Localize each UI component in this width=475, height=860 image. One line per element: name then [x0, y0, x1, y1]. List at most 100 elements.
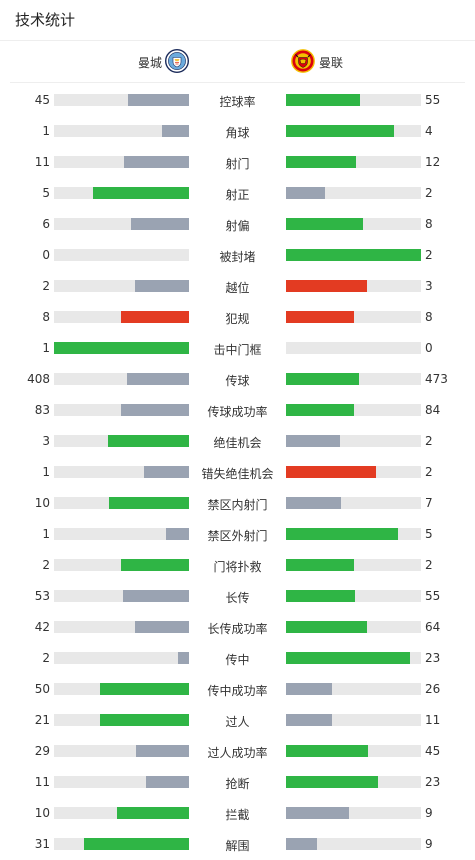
- stat-label: 禁区外射门: [207, 529, 268, 543]
- away-stat-bar: [286, 714, 421, 726]
- away-stat-value: 8: [425, 217, 433, 231]
- home-stat-bar-fill: [100, 714, 189, 726]
- away-stat-value: 2: [425, 434, 433, 448]
- away-stat-bar-fill: [286, 466, 376, 478]
- away-stat-value: 7: [425, 496, 433, 510]
- man-city-crest-icon: [164, 48, 190, 74]
- away-stat-bar-fill: [286, 187, 325, 199]
- home-stat-bar-fill: [121, 311, 189, 323]
- home-stat-bar: [54, 683, 189, 695]
- stat-row: 10 禁区内射门 7: [0, 488, 475, 519]
- man-united-crest-icon: [291, 49, 315, 73]
- home-stat-bar: [54, 311, 189, 323]
- home-stat-bar: [54, 373, 189, 385]
- stat-row: 408 传球 473: [0, 364, 475, 395]
- away-stat-bar-fill: [286, 94, 360, 106]
- home-stat-value: 2: [42, 651, 50, 665]
- home-stat-bar: [54, 776, 189, 788]
- away-stat-bar-fill: [286, 776, 378, 788]
- stat-row: 3 绝佳机会 2: [0, 426, 475, 457]
- stat-row: 29 过人成功率 45: [0, 736, 475, 767]
- away-stat-value: 23: [425, 651, 441, 665]
- stat-label: 击中门框: [213, 343, 262, 357]
- away-stat-value: 2: [425, 465, 433, 479]
- home-stat-value: 11: [34, 155, 50, 169]
- home-stat-bar: [54, 249, 189, 261]
- away-stat-value: 23: [425, 775, 441, 789]
- home-stat-bar: [54, 435, 189, 447]
- away-stat-bar-fill: [286, 714, 332, 726]
- stat-row: 10 拦截 9: [0, 798, 475, 829]
- stat-row: 1 禁区外射门 5: [0, 519, 475, 550]
- home-stat-bar-fill: [54, 342, 189, 354]
- away-stat-bar: [286, 404, 421, 416]
- home-stat-value: 11: [34, 775, 50, 789]
- home-stat-bar-fill: [100, 683, 189, 695]
- home-stat-bar-fill: [109, 497, 189, 509]
- away-stat-value: 55: [425, 93, 441, 107]
- home-stat-value: 1: [42, 341, 50, 355]
- home-stat-bar: [54, 187, 189, 199]
- away-stat-bar: [286, 528, 421, 540]
- home-stat-value: 10: [34, 496, 50, 510]
- stat-label: 抢断: [225, 777, 250, 791]
- away-stat-bar: [286, 838, 421, 850]
- away-team-name: 曼联: [319, 56, 344, 70]
- home-stat-bar: [54, 652, 189, 664]
- home-stat-bar-fill: [84, 838, 189, 850]
- away-stat-bar: [286, 342, 421, 354]
- home-stat-bar-fill: [124, 156, 189, 168]
- home-stat-bar: [54, 125, 189, 137]
- stat-label: 射正: [225, 188, 250, 202]
- stat-label: 解围: [225, 839, 250, 853]
- away-stat-bar-fill: [286, 683, 332, 695]
- stat-row: 1 击中门框 0: [0, 333, 475, 364]
- home-stat-bar-fill: [146, 776, 189, 788]
- home-stat-bar-fill: [166, 528, 189, 540]
- away-stat-value: 5: [425, 527, 433, 541]
- away-stat-bar-fill: [286, 621, 367, 633]
- home-stat-bar: [54, 528, 189, 540]
- away-stat-value: 8: [425, 310, 433, 324]
- home-stat-value: 2: [42, 558, 50, 572]
- home-stat-bar: [54, 745, 189, 757]
- stat-label: 长传成功率: [207, 622, 268, 636]
- stat-label: 门将扑救: [213, 560, 262, 574]
- home-stat-bar: [54, 342, 189, 354]
- home-stat-bar: [54, 807, 189, 819]
- home-stat-value: 1: [42, 527, 50, 541]
- away-stat-value: 55: [425, 589, 441, 603]
- stat-row: 2 越位 3: [0, 271, 475, 302]
- stat-row: 83 传球成功率 84: [0, 395, 475, 426]
- home-stat-value: 45: [34, 93, 50, 107]
- away-stat-bar-fill: [286, 435, 340, 447]
- home-stat-bar: [54, 280, 189, 292]
- stat-row: 42 长传成功率 64: [0, 612, 475, 643]
- away-stat-value: 84: [425, 403, 441, 417]
- home-stat-bar: [54, 714, 189, 726]
- away-stat-value: 2: [425, 248, 433, 262]
- home-stat-value: 1: [42, 465, 50, 479]
- away-stat-bar: [286, 652, 421, 664]
- home-stat-value: 2: [42, 279, 50, 293]
- home-stat-bar: [54, 156, 189, 168]
- home-stat-bar-fill: [108, 435, 189, 447]
- away-stat-bar-fill: [286, 404, 354, 416]
- home-stat-bar-fill: [123, 590, 189, 602]
- stats-list: 45 控球率 55 1 角球 4 11 射门 12 5 射正 2 6 射偏 8 0 被封堵 2 2 越位 3 8 犯规 8 1 击…: [0, 85, 475, 860]
- away-stat-bar: [286, 497, 421, 509]
- away-stat-value: 12: [425, 155, 441, 169]
- stat-row: 2 传中 23: [0, 643, 475, 674]
- home-stat-value: 50: [34, 682, 50, 696]
- home-stat-bar: [54, 838, 189, 850]
- stat-label: 角球: [225, 126, 250, 140]
- home-stat-value: 10: [34, 806, 50, 820]
- home-stat-bar-fill: [128, 94, 189, 106]
- away-stat-bar: [286, 156, 421, 168]
- away-stat-bar: [286, 311, 421, 323]
- home-stat-value: 53: [34, 589, 50, 603]
- away-stat-bar-fill: [286, 156, 356, 168]
- away-stat-bar: [286, 590, 421, 602]
- stat-label: 过人: [225, 715, 250, 729]
- stat-row: 1 角球 4: [0, 116, 475, 147]
